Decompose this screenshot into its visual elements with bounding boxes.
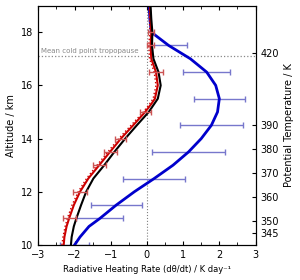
Text: Mean cold point tropopause: Mean cold point tropopause bbox=[41, 48, 139, 54]
X-axis label: Radiative Heating Rate (dθ/dt) / K day⁻¹: Radiative Heating Rate (dθ/dt) / K day⁻¹ bbox=[63, 265, 231, 274]
Y-axis label: Potential Temperature / K: Potential Temperature / K bbox=[284, 63, 294, 187]
Y-axis label: Altitude / km: Altitude / km bbox=[6, 94, 16, 157]
